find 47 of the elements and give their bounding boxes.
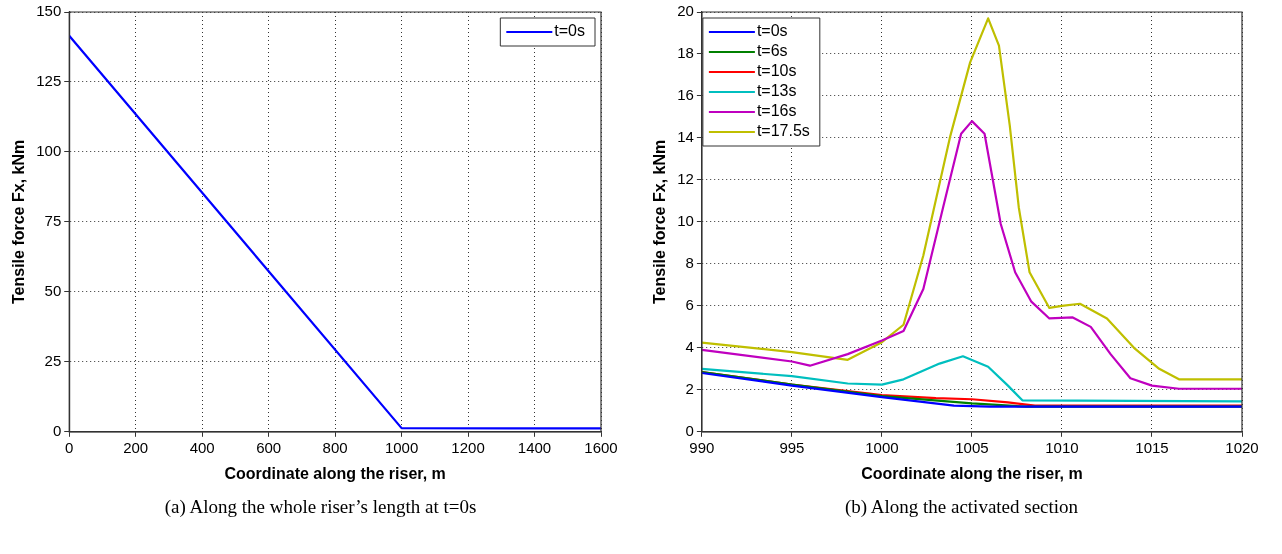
x-tick-label: 0 [65,438,74,456]
y-tick-label: 100 [36,142,62,160]
y-tick-label: 4 [685,337,694,355]
x-tick-label: 990 [689,438,715,456]
y-tick-label: 10 [677,212,694,230]
x-tick-label: 200 [123,438,149,456]
text: (a) Along the whole riser’s length at t=0s [163,496,478,518]
legend-label: t=13s [756,82,797,100]
y-axis-title: Tensile force Fx, kNm [10,139,28,304]
x-tick-label: 1000 [865,438,899,456]
text: (b) Along the activated section [843,496,1080,518]
y-tick-label: 18 [677,44,694,62]
x-tick-label: 400 [189,438,215,456]
legend-label: t=0s [756,22,788,40]
x-tick-label: 1020 [1225,438,1259,456]
x-tick-label: 1005 [955,438,989,456]
x-tick-label: 800 [322,438,348,456]
y-tick-label: 2 [685,379,694,397]
x-tick-label: 1015 [1135,438,1169,456]
legend-label: t=6s [756,42,788,60]
y-tick-label: 14 [677,128,694,146]
y-tick-label: 12 [677,170,694,188]
x-tick-label: 1000 [384,438,419,456]
legend-label: t=16s [756,102,797,120]
y-tick-label: 0 [52,421,62,439]
y-tick-label: 25 [44,351,62,369]
x-tick-label: 1200 [451,438,485,456]
x-axis-title: Coordinate along the riser, m [224,464,446,482]
x-axis-title: Coordinate along the riser, m [861,464,1083,482]
x-tick-label: 1600 [584,438,618,456]
y-tick-label: 125 [36,72,62,90]
y-axis-title: Tensile force Fx, kNm [651,139,669,304]
x-tick-label: 1010 [1045,438,1079,456]
legend-label: t=17.5s [756,122,810,140]
legend-label: t=10s [756,62,797,80]
y-tick-label: 16 [677,86,694,104]
y-tick-label: 75 [44,212,62,230]
y-tick-label: 20 [677,2,694,20]
x-tick-label: 995 [779,438,805,456]
y-tick-label: 50 [44,282,62,300]
y-tick-label: 8 [685,254,694,272]
x-tick-label: 600 [256,438,282,456]
legend-label: t=0s [554,22,585,40]
y-tick-label: 6 [685,296,694,313]
y-tick-label: 150 [36,2,62,20]
y-tick-label: 0 [685,421,694,439]
x-tick-label: 1400 [517,438,552,456]
